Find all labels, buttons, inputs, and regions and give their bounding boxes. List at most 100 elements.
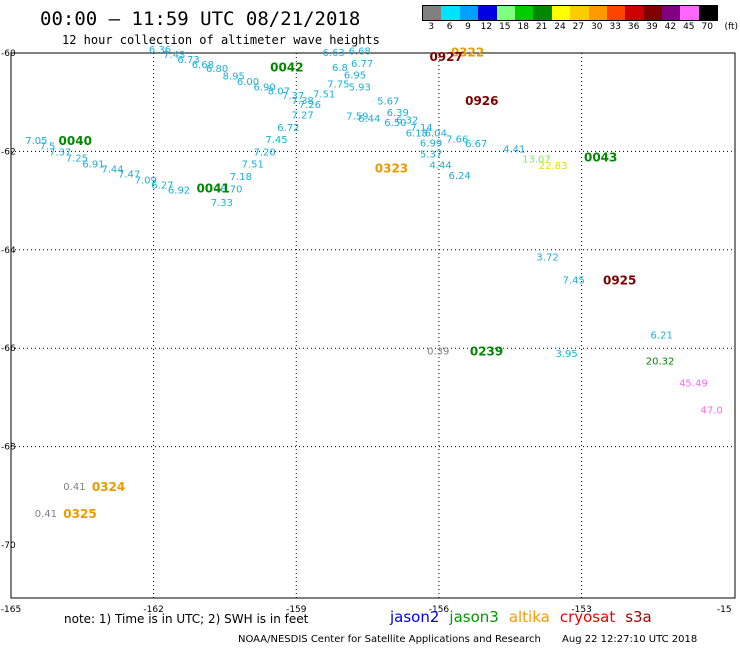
wave-height-value: 0.39 — [427, 347, 449, 358]
wave-height-value: 7.37 — [49, 147, 71, 158]
pass-time-label: 0324 — [92, 480, 125, 494]
wave-height-value: 5.93 — [349, 82, 371, 93]
wave-height-value: 7.33 — [211, 198, 233, 209]
colorbar-swatch — [680, 6, 699, 20]
wave-height-value: 8.95 — [223, 72, 245, 83]
wave-height-value: 6.39 — [387, 108, 409, 119]
colorbar-label: 21 — [535, 22, 548, 32]
colorbar-swatch — [625, 6, 644, 20]
map-frame — [10, 52, 736, 599]
colorbar-label: 24 — [554, 22, 566, 32]
wave-height-value: 0.41 — [63, 482, 85, 493]
colorbar-label: 36 — [627, 22, 640, 32]
wave-height-value: 7.27 — [292, 111, 314, 122]
pass-time-label: 0926 — [465, 94, 498, 108]
colorbar-label: 30 — [591, 22, 603, 32]
latitude-tick-label: -62 — [1, 147, 16, 157]
pass-time-label: 0239 — [470, 345, 503, 359]
wave-height-value: 4.44 — [429, 161, 451, 172]
units-note: note: 1) Time is in UTC; 2) SWH is in fe… — [64, 612, 309, 626]
wave-height-value: 6.95 — [344, 71, 366, 82]
wave-height-value: 7.59 — [346, 111, 368, 122]
map-title: 00:00 – 11:59 UTC 08/21/2018 — [40, 8, 361, 30]
gridlines — [11, 53, 735, 598]
longitude-tick-label: -153 — [571, 605, 591, 615]
wave-height-value: 5.37 — [420, 149, 442, 160]
wave-height-value: 22.83 — [539, 161, 568, 172]
wave-height-value: 7.51 — [242, 160, 264, 171]
pass-time-label: 0322 — [451, 46, 484, 60]
axis-tick-labels: -165 -162 -159 -156 -153 -15 -60 -62 -64 -66 -68 -7… — [1, 49, 732, 615]
latitude-tick-label: -70 — [1, 541, 16, 551]
wave-height-value: 7.05 — [25, 136, 47, 147]
longitude-tick-label: -156 — [429, 605, 450, 615]
wave-height-value: 7.18 — [230, 172, 252, 183]
wave-height-value: 6.91 — [82, 160, 104, 171]
wave-height-value: 3.95 — [555, 349, 577, 360]
wave-height-value: 6.92 — [168, 185, 190, 196]
wave-height-value: 4.41 — [503, 144, 525, 155]
pass-time-label: 0323 — [375, 162, 408, 176]
wave-height-value: 6.63 — [322, 48, 344, 59]
wave-height-value: 7.5 — [40, 141, 56, 152]
colorbar-label: 33 — [609, 22, 621, 32]
longitude-tick-label: -165 — [1, 605, 21, 615]
colorbar-label: 6 — [446, 22, 453, 32]
colorbar-label: 70 — [701, 22, 713, 32]
wave-height-value: 7.45 — [563, 275, 585, 286]
wave-height-value: 7.47 — [118, 170, 140, 181]
legend-satellite-jason2: jason2 — [390, 608, 440, 626]
colorbar-swatch — [698, 6, 718, 20]
colorbar-label: 39 — [646, 22, 658, 32]
latitude-tick-label: -68 — [1, 443, 16, 453]
wave-height-value: 7.09 — [135, 175, 157, 186]
colorbar-swatch — [459, 6, 479, 20]
colorbar-swatch — [662, 6, 681, 20]
wave-height-value: 6.21 — [651, 330, 673, 341]
colorbar-swatch — [588, 6, 607, 20]
colorbar-swatch — [441, 6, 460, 20]
wave-height-value: 47.0 — [700, 406, 722, 417]
wave-height-value: 5.67 — [377, 97, 399, 108]
colorbar-swatch — [533, 6, 552, 20]
wave-height-value: 6.04 — [425, 129, 447, 140]
colorbar-label: 12 — [480, 22, 493, 32]
legend-satellite-cryosat: cryosat — [559, 608, 616, 626]
pass-time-label: 0042 — [270, 60, 303, 74]
wave-height-value: 7.51 — [313, 89, 335, 100]
wave-height-value: 7.37 — [282, 91, 304, 102]
colorbar-swatch — [606, 6, 626, 20]
wave-height-value: 6.00 — [237, 77, 259, 88]
colorbar-label: 3 — [428, 22, 435, 32]
wave-height-value: 7.14 — [410, 123, 432, 134]
colorbar-swatch — [496, 6, 515, 20]
longitude-tick-label: -159 — [286, 605, 307, 615]
wave-height-value: 13.07 — [522, 154, 551, 165]
wave-height-value: 6.27 — [151, 180, 173, 191]
wave-height-value: 7.20 — [254, 147, 276, 158]
wave-height-value: 3.72 — [536, 253, 558, 264]
wave-height-value: 20.32 — [646, 357, 675, 368]
pass-time-label: 0041 — [196, 181, 229, 195]
footer-timestamp: Aug 22 12:27:10 UTC 2018 — [562, 634, 698, 645]
wave-height-value: 6.80 — [206, 64, 228, 75]
latitude-tick-label: -66 — [1, 344, 16, 354]
wave-height-value: 7.26 — [299, 100, 321, 111]
pass-time-label: 0043 — [584, 150, 617, 164]
wave-height-value: 6.73 — [177, 55, 199, 66]
pass-time-label: 0927 — [429, 50, 462, 64]
legend-satellite-jason3: jason3 — [449, 608, 499, 626]
wave-height-colorbar — [422, 5, 719, 21]
wave-height-value: 6.77 — [351, 59, 373, 70]
wave-height-value: 6.68 — [192, 60, 214, 71]
wave-height-value: 6.44 — [358, 114, 380, 125]
longitude-tick-label: -15 — [717, 605, 732, 615]
wave-height-value: 6.8 — [332, 63, 348, 74]
colorbar-labels: 3 6 9 12 15 18 21 24 27 30 33 36 39 42 45 70 — [422, 22, 738, 34]
wave-height-value: 7.43 — [163, 50, 185, 61]
pass-time-label: 0925 — [603, 273, 636, 287]
wave-height-value: 7.38 — [292, 96, 314, 107]
wave-height-value: 6.18 — [406, 129, 428, 140]
wave-height-value: 7.75 — [327, 80, 349, 91]
wave-height-value: 6.72 — [277, 123, 299, 134]
